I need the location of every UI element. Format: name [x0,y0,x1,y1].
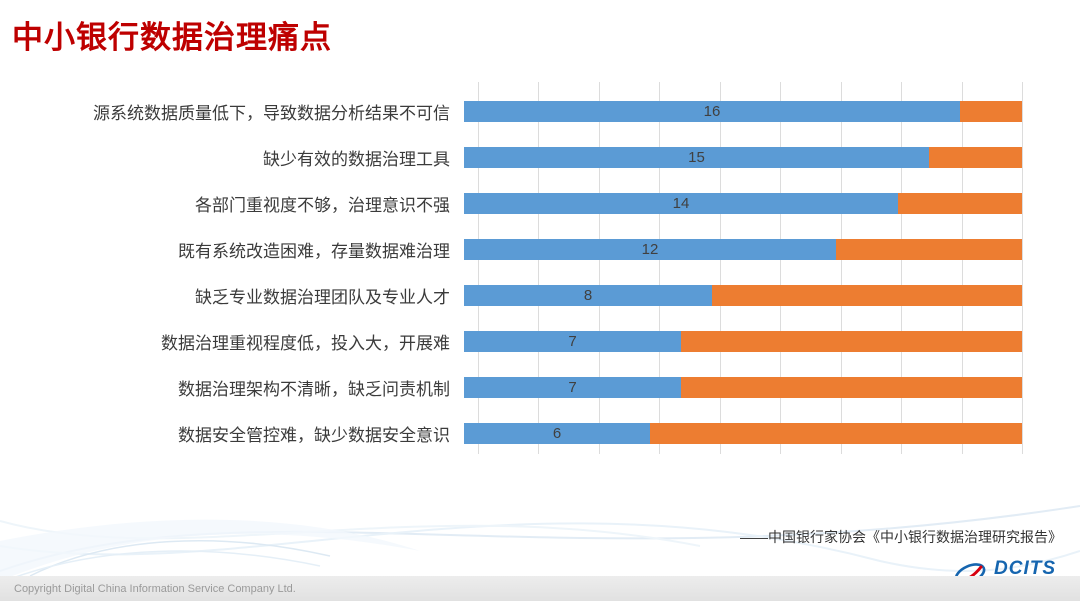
bar-value-label: 14 [672,194,690,212]
category-label: 数据治理重视程度低，投入大，开展难 [161,333,450,353]
bar-track: 14 [464,192,1022,214]
bar-segment-orange [898,192,1022,214]
bar-value-label: 6 [552,424,562,442]
bar-segment-orange [681,330,1022,352]
slide-title: 中小银行数据治理痛点 [12,20,332,55]
bar-segment-orange [681,376,1022,398]
logo-text-en: DCITS [994,557,1056,579]
gridline [538,82,540,454]
gridline [478,82,479,454]
gridline [1022,82,1023,454]
chart-rows: 源系统数据质量低下，导致数据分析结果不可信 16 缺少有效的数据治理工具 15 各部门重… [10,88,1022,456]
category-label: 缺乏专业数据治理团队及专业人才 [195,287,450,307]
background-wave-decoration [0,505,1080,581]
chart-row: 数据治理架构不清晰，缺乏问责机制 7 [10,364,1022,410]
bar-chart: 源系统数据质量低下，导致数据分析结果不可信 16 缺少有效的数据治理工具 15 各部门重… [10,82,1023,456]
bar-segment-blue: 12 [464,238,836,260]
bar-value-label: 16 [703,102,721,120]
gridline [719,82,721,454]
gridline [901,82,903,454]
bar-track: 7 [464,376,1022,398]
gridline [659,82,661,454]
category-label: 既有系统改造困难，存量数据难治理 [178,241,450,261]
bar-segment-orange [712,284,1022,306]
gridline [840,82,842,454]
bar-value-label: 7 [568,332,577,350]
bar-segment-blue: 15 [464,146,929,168]
chart-row: 数据治理重视程度低，投入大，开展难 7 [10,318,1022,364]
category-label: 源系统数据质量低下，导致数据分析结果不可信 [93,103,450,123]
bar-segment-blue: 8 [464,284,712,306]
chart-row: 数据安全管控难，缺少数据安全意识 6 [10,410,1022,456]
bar-segment-blue: 14 [464,192,898,214]
gridline [598,82,600,454]
bar-segment-blue: 7 [464,330,681,352]
bar-track: 16 [464,100,1022,122]
chart-row: 各部门重视度不够，治理意识不强 14 [10,180,1022,226]
bar-track: 7 [464,330,1022,352]
bar-track: 15 [464,146,1022,168]
chart-row: 既有系统改造困难，存量数据难治理 12 [10,226,1022,272]
gridline [780,82,782,454]
gridline [961,82,963,454]
category-label: 数据安全管控难，缺少数据安全意识 [178,425,450,445]
bar-segment-blue: 7 [464,376,681,398]
bar-segment-orange [650,422,1022,444]
bar-segment-orange [929,146,1022,168]
footer-bar: Copyright Digital China Information Serv… [0,576,1080,601]
source-attribution: ——中国银行家协会《中小银行数据治理研究报告》 [740,529,1062,545]
bar-segment-orange [836,238,1022,260]
chart-gridlines [478,82,1023,454]
bar-track: 6 [464,422,1022,444]
bar-segment-blue: 16 [464,100,960,122]
bar-segment-blue: 6 [464,422,650,444]
bar-value-label: 7 [568,378,577,396]
chart-row: 缺少有效的数据治理工具 15 [10,134,1022,180]
bar-value-label: 15 [688,148,705,166]
bar-value-label: 12 [641,240,659,258]
chart-row: 缺乏专业数据治理团队及专业人才 8 [10,272,1022,318]
category-label: 各部门重视度不够，治理意识不强 [195,195,450,215]
category-label: 数据治理架构不清晰，缺乏问责机制 [178,379,450,399]
chart-row: 源系统数据质量低下，导致数据分析结果不可信 16 [10,88,1022,134]
bar-track: 12 [464,238,1022,260]
copyright-text: Copyright Digital China Information Serv… [14,582,296,595]
bar-track: 8 [464,284,1022,306]
bar-value-label: 8 [583,286,593,304]
bar-segment-orange [960,100,1022,122]
category-label: 缺少有效的数据治理工具 [263,149,450,169]
